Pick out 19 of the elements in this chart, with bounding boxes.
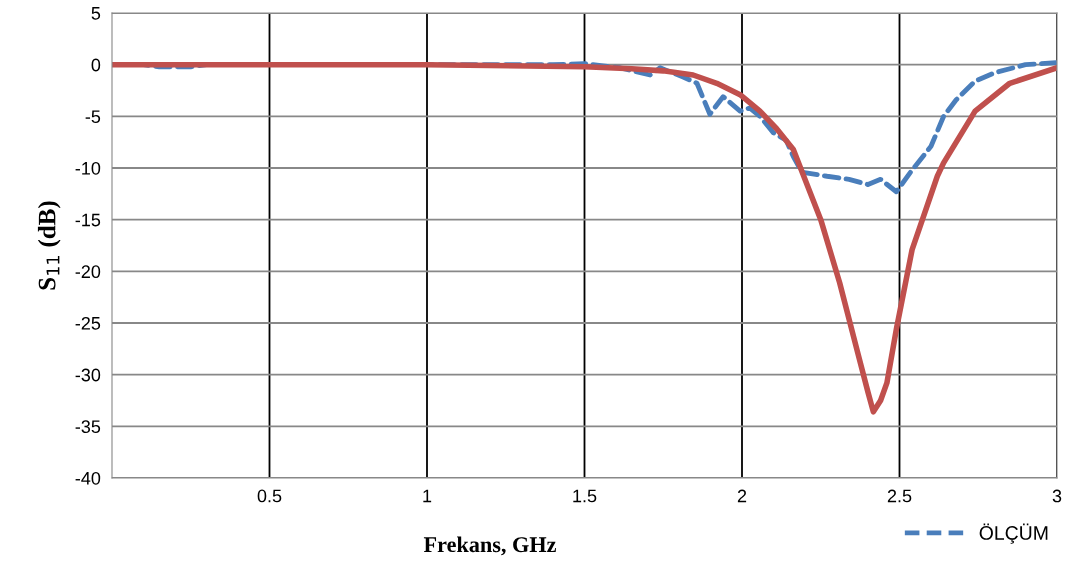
y-tick-label: -15	[75, 213, 101, 227]
x-tick-label: 2.5	[887, 489, 912, 503]
y-tick-label: 0	[91, 58, 101, 72]
y-tick-label: 5	[91, 7, 101, 20]
x-tick-label: 2	[737, 489, 747, 503]
x-tick-label: 1.5	[573, 489, 597, 503]
y-tick-label: -30	[75, 368, 101, 382]
x-axis-title: Frekans, GHz	[423, 536, 556, 556]
legend-label: ÖLÇÜM	[979, 523, 1048, 544]
y-tick-label: -25	[75, 316, 101, 330]
y-axis-title: S$_{11}$ (dB)	[37, 201, 61, 290]
x-tick-label: 3	[1052, 489, 1062, 503]
x-tick-label: 1	[423, 489, 432, 503]
y-tick-label: -35	[75, 420, 101, 434]
y-tick-label: -20	[75, 265, 101, 279]
x-tick-label: 0.5	[257, 489, 282, 503]
y-tick-label: -10	[75, 161, 101, 175]
y-tick-label: -40	[75, 471, 101, 485]
y-tick-label: -5	[85, 110, 101, 124]
